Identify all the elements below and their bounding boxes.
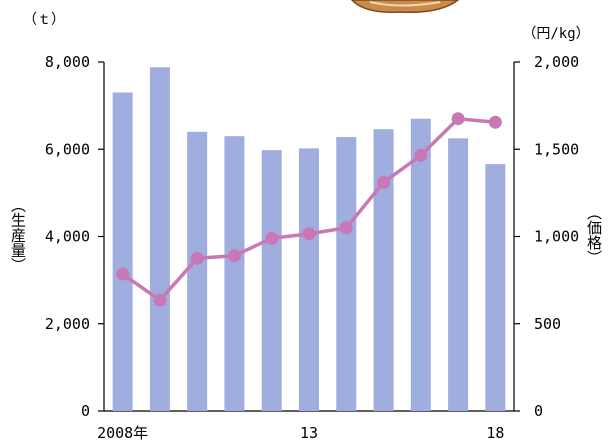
- price-points: [116, 112, 502, 307]
- right-tick-label: 500: [534, 315, 561, 333]
- production-bars: [112, 67, 506, 412]
- x-axis-labels: 2008年 13 18: [97, 424, 504, 442]
- production-bar: [112, 92, 133, 411]
- price-point: [414, 148, 428, 162]
- production-bar: [224, 136, 245, 411]
- left-tick-label: 4,000: [45, 228, 90, 246]
- price-point: [116, 267, 130, 281]
- production-bar: [149, 67, 170, 412]
- left-tick-label: 8,000: [45, 53, 90, 71]
- left-unit-label: （ｔ）: [23, 12, 65, 28]
- production-bar: [373, 129, 394, 411]
- price-point: [488, 115, 502, 129]
- price-point: [153, 293, 167, 307]
- x-tick-label: 2008年: [97, 424, 148, 442]
- price-point: [190, 251, 204, 265]
- x-tick-label: 18: [486, 424, 504, 442]
- right-tick-label: 1,000: [534, 228, 579, 246]
- production-bar: [187, 131, 208, 412]
- left-tick-label: 6,000: [45, 140, 90, 158]
- production-bar: [261, 150, 282, 411]
- price-point: [227, 249, 241, 263]
- left-tick-label: 0: [81, 402, 90, 420]
- right-axis-title: （価格）: [585, 205, 603, 265]
- production-bar: [299, 148, 319, 411]
- price-point: [339, 221, 353, 235]
- right-tick-label: 1,500: [534, 140, 579, 158]
- right-axis-ticks: 0 500 1,000 1,500 2,000: [514, 53, 579, 420]
- left-axis-ticks: 0 2,000 4,000 6,000 8,000: [45, 53, 104, 420]
- price-point: [451, 112, 465, 126]
- x-tick-label: 13: [300, 424, 318, 442]
- production-bar: [410, 118, 431, 412]
- right-tick-label: 2,000: [534, 53, 579, 71]
- right-tick-label: 0: [534, 402, 543, 420]
- food-illustration-icon: [350, 0, 460, 13]
- production-bar: [448, 138, 469, 411]
- price-point: [377, 175, 391, 189]
- left-tick-label: 2,000: [45, 315, 90, 333]
- left-axis-title: （生産量）: [9, 198, 27, 273]
- production-bar: [336, 137, 357, 411]
- price-point: [265, 231, 279, 245]
- right-unit-label: （円/kg）: [522, 26, 589, 42]
- production-bar: [485, 164, 506, 411]
- price-point: [302, 227, 316, 241]
